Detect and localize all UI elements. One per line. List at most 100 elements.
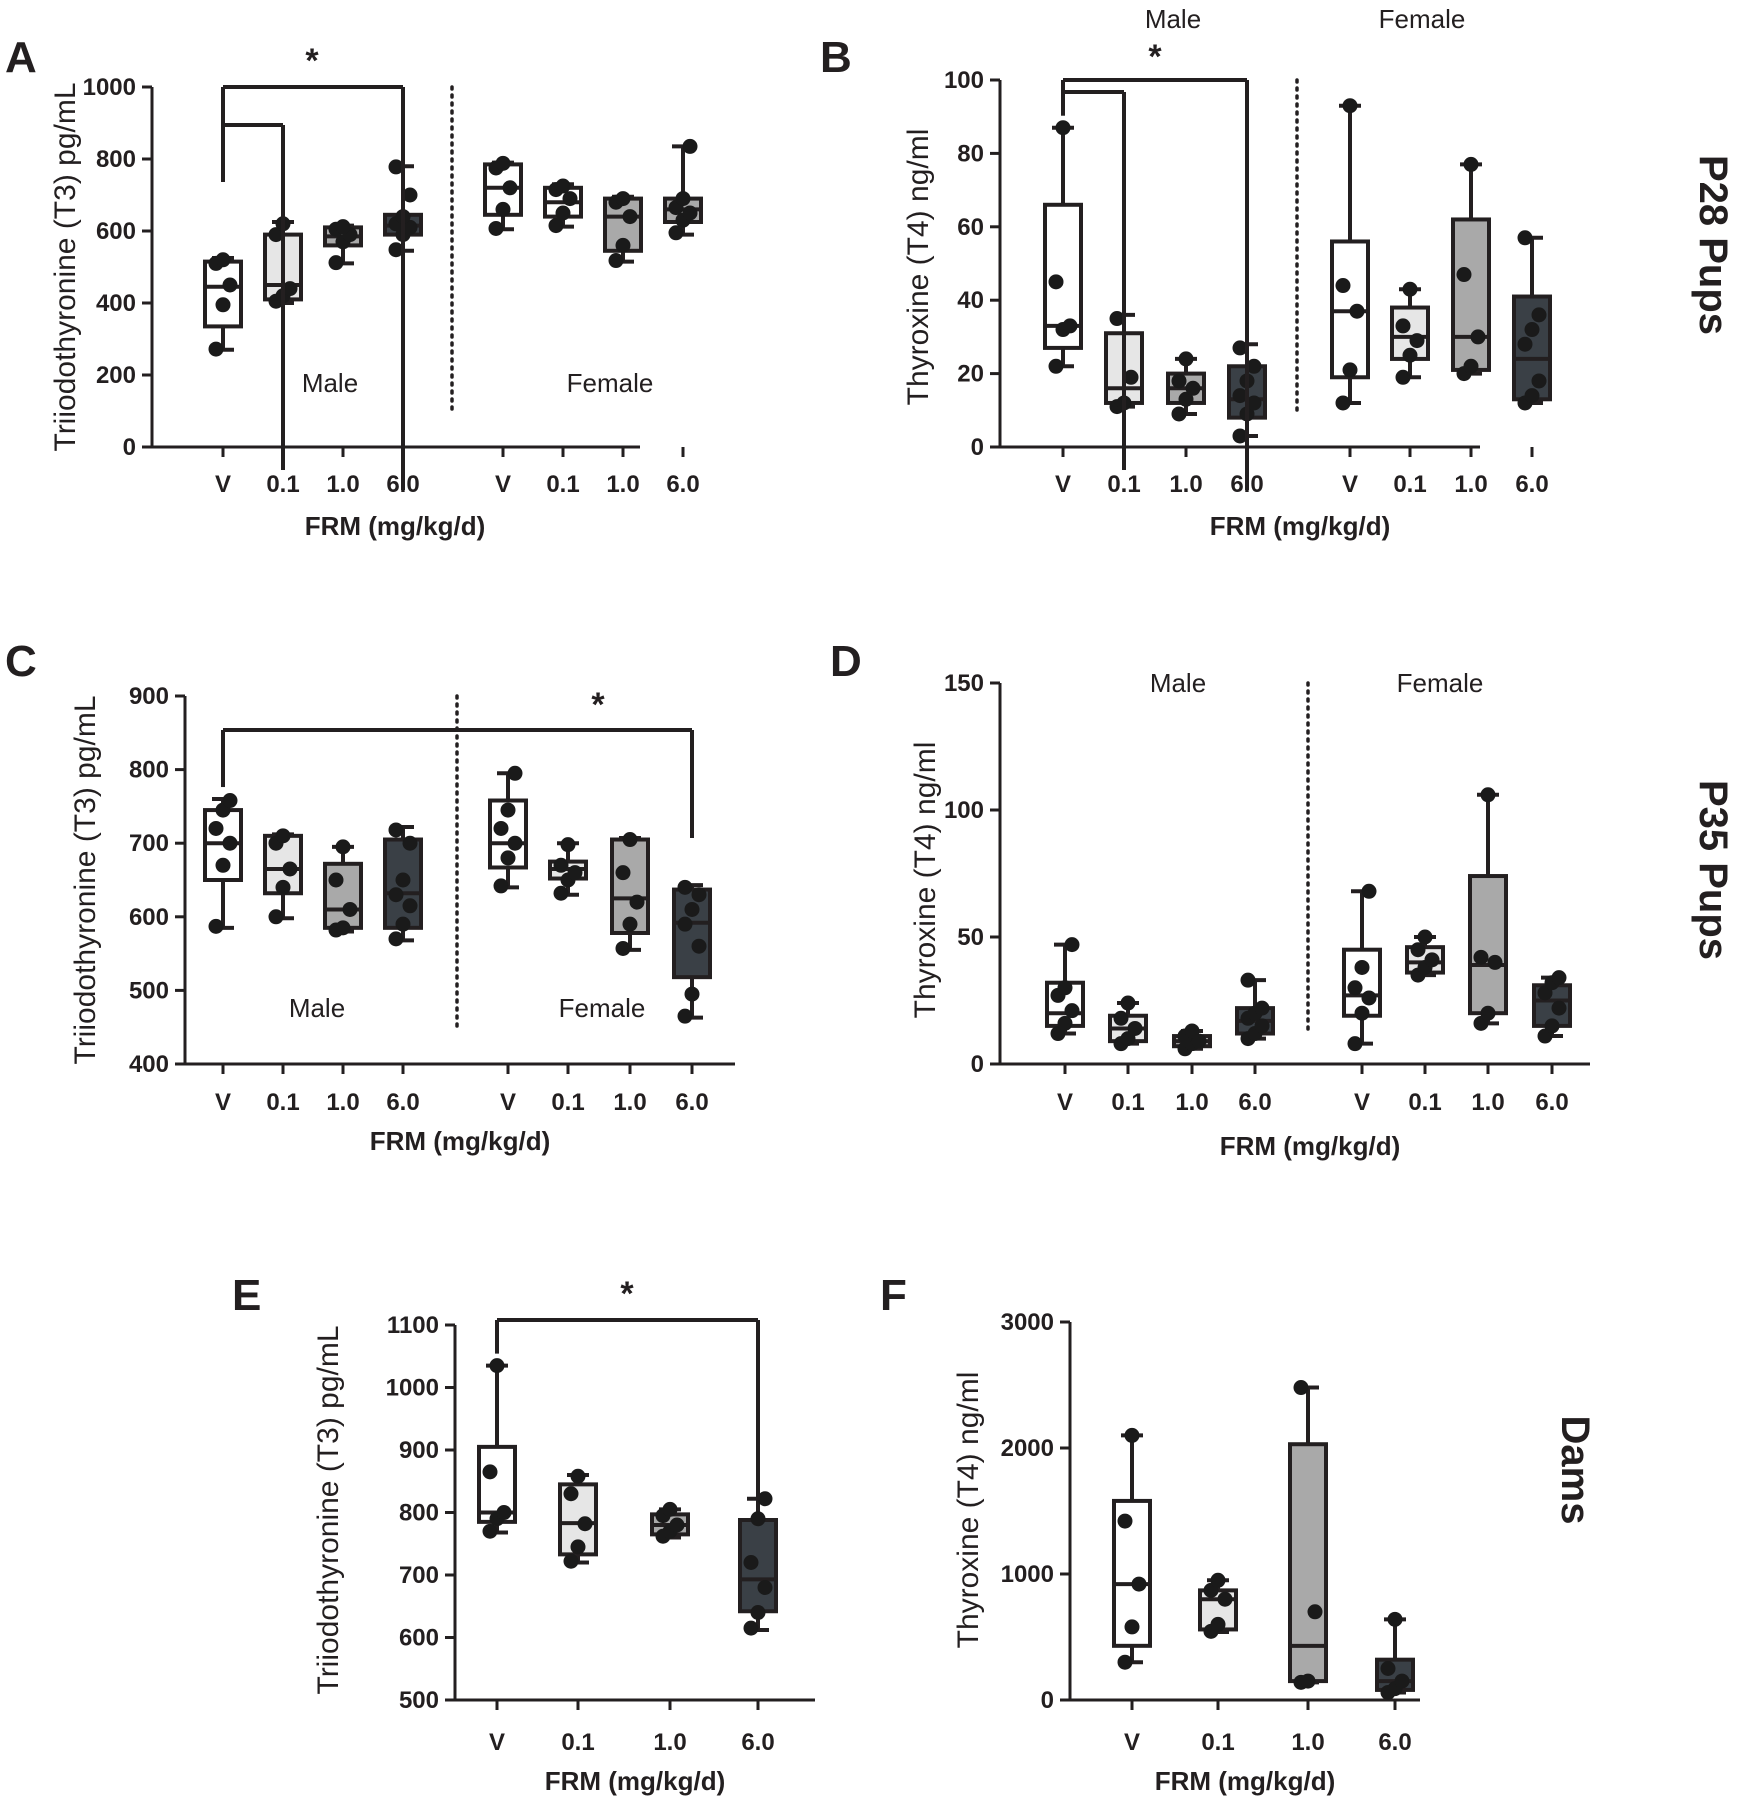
data-point bbox=[208, 918, 224, 934]
data-point bbox=[1517, 336, 1533, 352]
data-point bbox=[615, 865, 631, 881]
data-point bbox=[1217, 1591, 1233, 1607]
data-point bbox=[677, 879, 693, 895]
data-point bbox=[1127, 1020, 1143, 1036]
data-point bbox=[208, 341, 224, 357]
data-point bbox=[388, 822, 404, 838]
iqr-box bbox=[323, 861, 363, 930]
x-axis-title: FRM (mg/kg/d) bbox=[370, 1126, 551, 1156]
panel-letter: A bbox=[5, 33, 37, 82]
data-point bbox=[750, 1605, 766, 1620]
data-point bbox=[684, 901, 700, 917]
x-axis-title: FRM (mg/kg/d) bbox=[305, 511, 486, 541]
panel-letter: F bbox=[880, 1271, 907, 1320]
data-point bbox=[222, 277, 238, 293]
group-label: Female bbox=[559, 993, 646, 1023]
data-point bbox=[275, 828, 291, 844]
data-point bbox=[1480, 787, 1496, 803]
x-tick-label: V bbox=[495, 471, 511, 498]
data-point bbox=[1210, 1616, 1226, 1632]
y-axis-title: Thyroxine (T4) ng/ml bbox=[902, 129, 935, 406]
y-tick-label: 700 bbox=[399, 1562, 439, 1589]
box-female-1-0 bbox=[1451, 156, 1491, 382]
x-tick-label: V bbox=[1057, 1089, 1073, 1116]
data-point bbox=[682, 138, 698, 154]
data-point bbox=[1395, 318, 1411, 334]
data-point bbox=[1470, 329, 1486, 345]
data-point bbox=[402, 898, 418, 914]
box-female-1-0 bbox=[610, 832, 650, 956]
data-point bbox=[1307, 1604, 1323, 1620]
data-point bbox=[507, 765, 523, 781]
data-point bbox=[1424, 952, 1440, 968]
data-point bbox=[496, 1505, 512, 1520]
x-tick-label: 1.0 bbox=[1175, 1089, 1208, 1116]
y-tick-label: 1000 bbox=[1001, 1561, 1054, 1588]
x-axis-title: FRM (mg/kg/d) bbox=[1155, 1766, 1336, 1796]
data-point bbox=[395, 916, 411, 932]
data-point bbox=[1171, 373, 1187, 389]
data-point bbox=[1544, 1018, 1560, 1034]
data-point bbox=[502, 180, 518, 196]
group-label: Female bbox=[567, 368, 654, 398]
y-tick-label: 800 bbox=[96, 146, 136, 173]
significance-bracket: * bbox=[221, 686, 694, 838]
data-point bbox=[677, 1008, 693, 1024]
data-point bbox=[1232, 340, 1248, 356]
x-tick-label: 6.0 bbox=[386, 1089, 419, 1116]
x-tick-label: 0.1 bbox=[266, 471, 299, 498]
data-point bbox=[489, 1358, 505, 1374]
data-point bbox=[1402, 347, 1418, 363]
x-tick-label: 0.1 bbox=[266, 1089, 299, 1116]
data-point bbox=[1456, 267, 1472, 283]
box-female-V bbox=[488, 765, 528, 894]
data-point bbox=[1131, 1576, 1147, 1592]
box-male-V bbox=[203, 793, 243, 934]
data-point bbox=[1361, 883, 1377, 899]
data-point bbox=[1124, 1427, 1140, 1443]
data-point bbox=[1117, 1654, 1133, 1670]
data-point bbox=[615, 940, 631, 956]
data-point bbox=[743, 1620, 759, 1636]
data-point bbox=[1463, 358, 1479, 374]
box-V bbox=[1112, 1427, 1152, 1670]
data-point bbox=[402, 219, 418, 235]
data-point bbox=[677, 916, 693, 932]
data-point bbox=[395, 872, 411, 888]
side-label-p28: P28 Pups bbox=[1691, 155, 1735, 335]
box-female-1-0 bbox=[1468, 787, 1508, 1031]
data-point bbox=[750, 1511, 766, 1527]
data-point bbox=[335, 839, 351, 855]
box-1-0 bbox=[1288, 1380, 1328, 1690]
side-label-dams: Dams bbox=[1553, 1416, 1597, 1525]
significance-star: * bbox=[620, 1275, 634, 1313]
y-tick-label: 800 bbox=[129, 757, 169, 784]
x-tick-label: 1.0 bbox=[1454, 471, 1487, 498]
y-tick-label: 600 bbox=[96, 218, 136, 245]
data-point bbox=[282, 861, 298, 877]
data-point bbox=[493, 820, 509, 836]
box-male-1-0 bbox=[323, 839, 363, 938]
y-tick-label: 50 bbox=[957, 924, 984, 951]
data-point bbox=[1463, 156, 1479, 172]
x-tick-label: 1.0 bbox=[1291, 1729, 1324, 1756]
y-tick-label: 2000 bbox=[1001, 1435, 1054, 1462]
y-tick-label: 400 bbox=[129, 1051, 169, 1078]
data-point bbox=[388, 242, 404, 258]
x-axis-title: FRM (mg/kg/d) bbox=[1220, 1131, 1401, 1161]
data-point bbox=[691, 938, 707, 954]
data-point bbox=[684, 986, 700, 1002]
group-label: Male bbox=[289, 993, 345, 1023]
data-point bbox=[482, 1523, 498, 1539]
data-point bbox=[1380, 1661, 1396, 1676]
data-point bbox=[555, 205, 571, 221]
significance-bracket: * bbox=[1061, 38, 1249, 490]
x-tick-label: 6.0 bbox=[741, 1729, 774, 1756]
y-axis-title: Thyroxine (T4) ng/ml bbox=[909, 742, 942, 1019]
x-tick-label: 0.1 bbox=[1111, 1089, 1144, 1116]
data-point bbox=[215, 857, 231, 873]
box-V bbox=[477, 1358, 517, 1539]
y-tick-label: 40 bbox=[957, 287, 984, 314]
data-point bbox=[1300, 1673, 1316, 1689]
